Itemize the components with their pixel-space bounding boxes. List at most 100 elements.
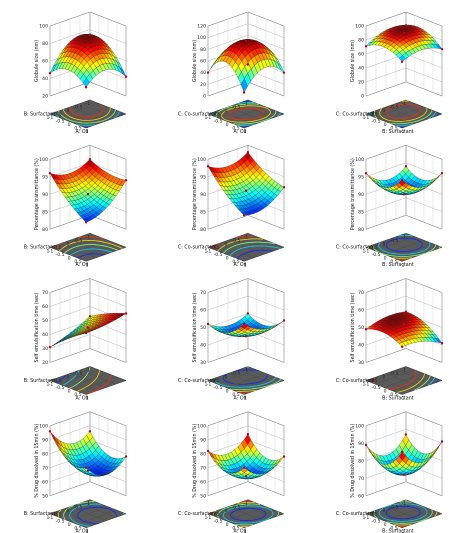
y-tick-label: 1: [47, 382, 50, 388]
z-axis-title: % Drug dissolved in 15min (%): [34, 424, 40, 498]
x-tick-label: 1: [402, 129, 405, 135]
x-tick-label: 0.5: [390, 126, 397, 132]
z-tick-label: 50: [200, 325, 206, 331]
z-tick-label: 30: [200, 360, 206, 366]
x-axis-title: B: Surfactant: [382, 395, 414, 401]
x-tick-label: 1: [244, 129, 247, 135]
z-tick-label: 60: [42, 479, 48, 485]
z-tick-label: 100: [39, 423, 48, 429]
z-tick-label: 100: [197, 423, 206, 429]
z-axis-title: % Drug dissolved in 15min (%): [350, 424, 356, 498]
z-tick-label: 80: [42, 227, 48, 233]
design-point: [84, 331, 88, 335]
y-tick-label: 1: [363, 248, 366, 254]
design-point: [242, 466, 246, 469]
z-tick-label: 20: [200, 82, 206, 88]
z-tick-label: 100: [355, 157, 364, 163]
y-tick-label: 0: [224, 241, 227, 247]
y-axis-title: C: Co-surfactant: [178, 378, 217, 384]
x-tick-label: -1: [365, 248, 370, 254]
y-tick-label: -0.5: [231, 238, 240, 244]
design-point: [364, 328, 368, 331]
x-tick-label: 0.5: [390, 259, 397, 265]
z-tick-label: 0: [361, 94, 364, 100]
y-tick-label: -0.5: [73, 504, 82, 510]
z-axis-title: Globule size (nm): [34, 40, 40, 82]
y-tick-label: 1: [363, 115, 366, 121]
z-axis-title: Globule size (nm): [192, 40, 198, 82]
y-tick-label: 1: [47, 115, 50, 121]
z-tick-label: 80: [200, 47, 206, 53]
y-tick-label: -1: [244, 234, 249, 240]
design-point: [440, 440, 444, 443]
design-point: [364, 45, 368, 48]
x-tick-label: 0.5: [74, 392, 81, 398]
x-tick-label: 0.5: [232, 525, 239, 531]
y-tick-label: 0.5: [54, 112, 61, 118]
x-tick-label: -1: [365, 382, 370, 388]
x-tick-label: 1: [402, 529, 405, 533]
z-tick-label: 40: [358, 66, 364, 72]
z-tick-label: 60: [358, 52, 364, 58]
design-point: [242, 91, 246, 94]
x-tick-label: 1: [244, 396, 247, 402]
y-axis-title: C: Co-surfactant: [336, 511, 375, 517]
x-tick-label: 0.5: [232, 392, 239, 398]
x-tick-label: 1: [244, 262, 247, 268]
y-tick-label: -1: [244, 501, 249, 507]
design-point: [124, 455, 128, 458]
y-tick-label: -1: [86, 501, 91, 507]
design-point: [206, 71, 210, 74]
design-point: [364, 443, 368, 447]
y-tick-label: 1: [205, 515, 208, 521]
x-tick-label: 1: [402, 262, 405, 268]
design-point: [244, 474, 248, 478]
y-tick-label: 1: [47, 515, 50, 521]
y-axis-title: C: Co-surfactant: [336, 378, 375, 384]
x-tick-label: 1: [402, 396, 405, 402]
z-tick-label: 60: [200, 479, 206, 485]
z-tick-label: 40: [200, 343, 206, 349]
x-tick-label: -0.5: [214, 518, 223, 524]
design-point: [86, 193, 90, 196]
x-tick-label: 0: [226, 255, 229, 261]
y-tick-label: 1: [47, 248, 50, 254]
x-tick-label: -0.5: [372, 252, 381, 258]
y-axis-title: B: Surfactant: [24, 511, 56, 517]
z-tick-label: 85: [42, 209, 48, 215]
x-tick-label: 0: [384, 122, 387, 128]
y-tick-label: -1: [244, 368, 249, 374]
x-tick-label: -1: [365, 115, 370, 121]
x-tick-label: -0.5: [372, 119, 381, 125]
design-point: [402, 473, 406, 476]
design-point: [206, 165, 210, 168]
design-point: [364, 172, 368, 175]
y-tick-label: -1: [402, 234, 407, 240]
y-tick-label: 1: [363, 382, 366, 388]
x-tick-label: 0: [226, 389, 229, 395]
x-tick-label: -0.5: [56, 119, 65, 125]
y-tick-label: -1: [86, 101, 91, 107]
z-tick-label: 50: [42, 493, 48, 499]
y-tick-label: 1: [205, 248, 208, 254]
y-tick-label: -1: [402, 501, 407, 507]
design-point: [246, 63, 250, 66]
design-point: [440, 172, 444, 175]
design-point: [88, 33, 92, 36]
y-tick-label: 0: [224, 108, 227, 114]
z-tick-label: 80: [42, 41, 48, 47]
design-point: [48, 172, 52, 175]
z-tick-label: 30: [358, 360, 364, 366]
x-tick-label: 0.5: [74, 525, 81, 531]
x-tick-label: -0.5: [214, 252, 223, 258]
design-point: [400, 450, 404, 454]
y-tick-label: 0: [66, 508, 69, 514]
x-tick-label: -1: [49, 382, 54, 388]
y-tick-label: -0.5: [73, 371, 82, 377]
